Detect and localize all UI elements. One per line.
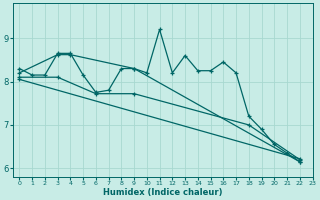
- X-axis label: Humidex (Indice chaleur): Humidex (Indice chaleur): [103, 188, 222, 197]
